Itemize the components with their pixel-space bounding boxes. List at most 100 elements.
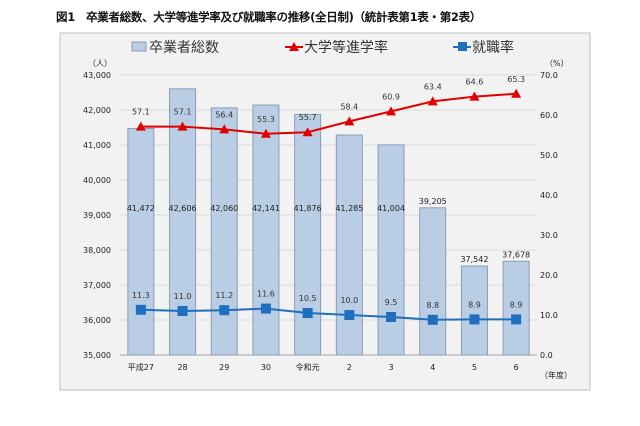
bar-data-label: 41,876 (294, 204, 322, 213)
triangle-marker (177, 121, 188, 131)
bar (377, 144, 405, 356)
bar-data-label: 42,606 (169, 204, 197, 213)
legend-square-icon (458, 42, 467, 51)
bar-data-label: 41,004 (377, 204, 405, 213)
square-marker (219, 305, 230, 316)
x-tick-label: 5 (472, 363, 477, 372)
right-tick-label: 0.0 (540, 351, 553, 360)
x-tick-label: 30 (261, 363, 271, 372)
right-axis-label: （%） (545, 59, 569, 68)
square-marker (260, 303, 271, 314)
square-marker (302, 308, 313, 318)
legend-label: 卒業者総数 (149, 40, 219, 56)
x-tick-label: 3 (389, 363, 394, 372)
left-tick-label: 41,000 (83, 141, 111, 150)
chart-title: 図1 卒業者総数、大学等進学率及び就職率の推移(全日制)（統計表第1表・第2表） (56, 10, 482, 24)
line-data-label: 55.3 (257, 115, 275, 124)
triangle-marker (469, 91, 480, 101)
line-data-label: 8.8 (426, 301, 439, 310)
left-axis-label: （人） (88, 59, 112, 68)
line-data-label: 11.2 (215, 291, 233, 300)
line-data-label: 11.0 (174, 292, 192, 301)
left-tick-label: 36,000 (83, 316, 111, 325)
bar (294, 113, 322, 356)
line-data-label: 11.3 (132, 291, 150, 300)
triangle-marker (344, 116, 355, 126)
line-data-label: 57.1 (132, 108, 150, 117)
triangle-marker (302, 127, 313, 137)
square-marker (511, 314, 522, 325)
x-tick-label: 6 (514, 363, 519, 372)
left-tick-label: 38,000 (83, 246, 111, 255)
bar (127, 127, 155, 356)
line-data-label: 10.5 (299, 294, 317, 303)
bar-data-label: 39,205 (419, 197, 447, 206)
bar (252, 104, 280, 356)
square-marker (135, 304, 146, 315)
triangle-marker (386, 106, 397, 116)
triangle-marker (427, 96, 438, 106)
line-data-label: 9.5 (385, 298, 398, 307)
x-tick-label: 4 (430, 363, 435, 372)
bar (335, 134, 363, 356)
line-data-label: 56.4 (215, 110, 233, 119)
line-data-label: 65.3 (507, 75, 525, 84)
triangle-marker (219, 124, 230, 134)
series-line (140, 307, 517, 321)
line-data-label: 8.9 (468, 300, 481, 309)
right-tick-label: 60.0 (540, 111, 558, 120)
series-line (140, 92, 517, 135)
left-tick-label: 35,000 (83, 351, 111, 360)
bar-data-label: 42,060 (210, 204, 238, 213)
right-tick-label: 50.0 (540, 151, 558, 160)
right-tick-label: 20.0 (540, 271, 558, 280)
left-tick-label: 43,000 (83, 71, 111, 80)
line-data-label: 64.6 (466, 78, 484, 87)
x-tick-label: 2 (347, 363, 352, 372)
square-marker (177, 306, 188, 316)
bar (210, 107, 238, 356)
right-tick-label: 30.0 (540, 231, 558, 240)
line-data-label: 11.6 (257, 290, 275, 299)
bar-data-label: 41,472 (127, 204, 155, 213)
left-tick-label: 37,000 (83, 281, 111, 290)
left-tick-label: 42,000 (83, 106, 111, 115)
square-marker (344, 310, 355, 320)
square-marker (386, 312, 397, 322)
triangle-marker (511, 88, 522, 98)
bar (460, 265, 488, 356)
right-tick-label: 40.0 (540, 191, 558, 200)
square-marker (469, 314, 480, 325)
bar-data-label: 41,285 (335, 204, 363, 213)
right-tick-label: 10.0 (540, 311, 558, 320)
line-data-label: 57.1 (174, 108, 192, 117)
x-axis-label: （年度） (540, 370, 572, 380)
right-tick-label: 70.0 (540, 71, 558, 80)
bar-data-label: 37,542 (460, 255, 488, 264)
triangle-marker (135, 121, 146, 131)
bar-data-label: 37,678 (502, 250, 530, 259)
line-data-label: 8.9 (510, 300, 523, 309)
bar-data-label: 42,141 (252, 204, 280, 213)
left-tick-label: 40,000 (83, 176, 111, 185)
x-tick-label: 29 (219, 363, 229, 372)
triangle-marker (260, 128, 271, 138)
line-data-label: 55.7 (299, 113, 317, 122)
x-tick-label: 令和元 (296, 362, 320, 372)
left-tick-label: 39,000 (83, 211, 111, 220)
legend-label: 就職率 (472, 39, 514, 56)
legend-triangle-icon (289, 42, 299, 51)
line-data-label: 58.4 (340, 102, 358, 111)
legend-label: 大学等進学率 (304, 39, 388, 56)
line-data-label: 60.9 (382, 92, 400, 101)
x-tick-label: 平成27 (128, 362, 154, 372)
square-marker (427, 314, 438, 325)
x-tick-label: 28 (177, 363, 187, 372)
line-data-label: 10.0 (340, 296, 358, 305)
line-data-label: 63.4 (424, 82, 442, 91)
bar (419, 207, 447, 356)
legend-swatch (131, 41, 147, 52)
bar (502, 260, 530, 356)
